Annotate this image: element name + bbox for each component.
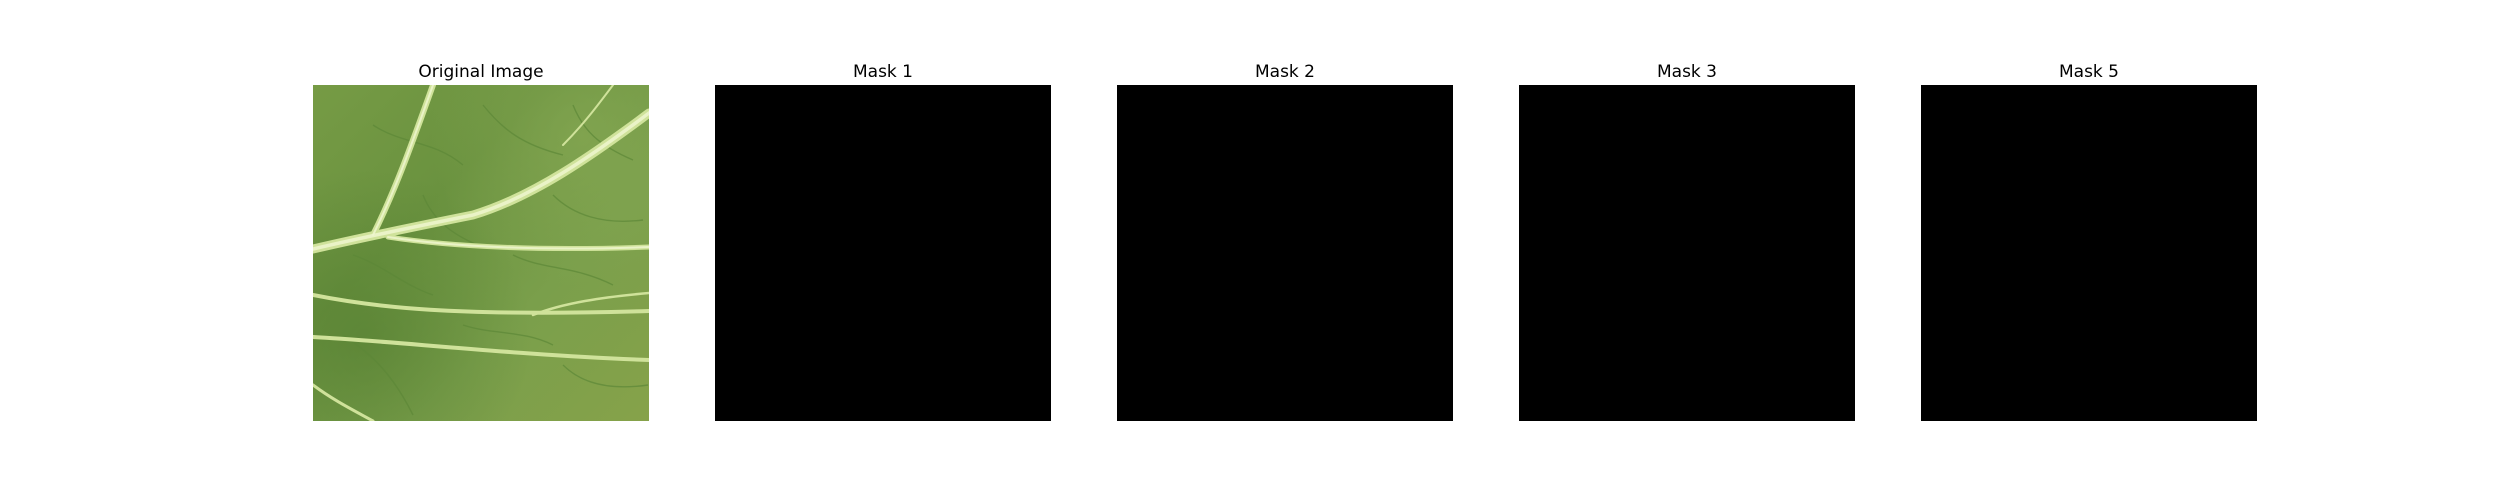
leaf-photo: [313, 85, 649, 421]
panel-title: Mask 1: [852, 62, 913, 82]
panel-title: Mask 3: [1656, 62, 1717, 82]
mask-image: [1117, 85, 1453, 421]
panel-title: Original Image: [418, 62, 544, 82]
panel-mask-2: Mask 2: [1117, 60, 1453, 421]
panel-title: Mask 5: [2058, 62, 2119, 82]
mask-image: [715, 85, 1051, 421]
panel-title: Mask 2: [1254, 62, 1315, 82]
mask-image: [1921, 85, 2257, 421]
panel-mask-3: Mask 3: [1519, 60, 1855, 421]
panel-mask-1: Mask 1: [715, 60, 1051, 421]
panel-mask-5: Mask 5: [1921, 60, 2257, 421]
mask-image: [1519, 85, 1855, 421]
panel-original-image: Original Image: [313, 60, 649, 421]
